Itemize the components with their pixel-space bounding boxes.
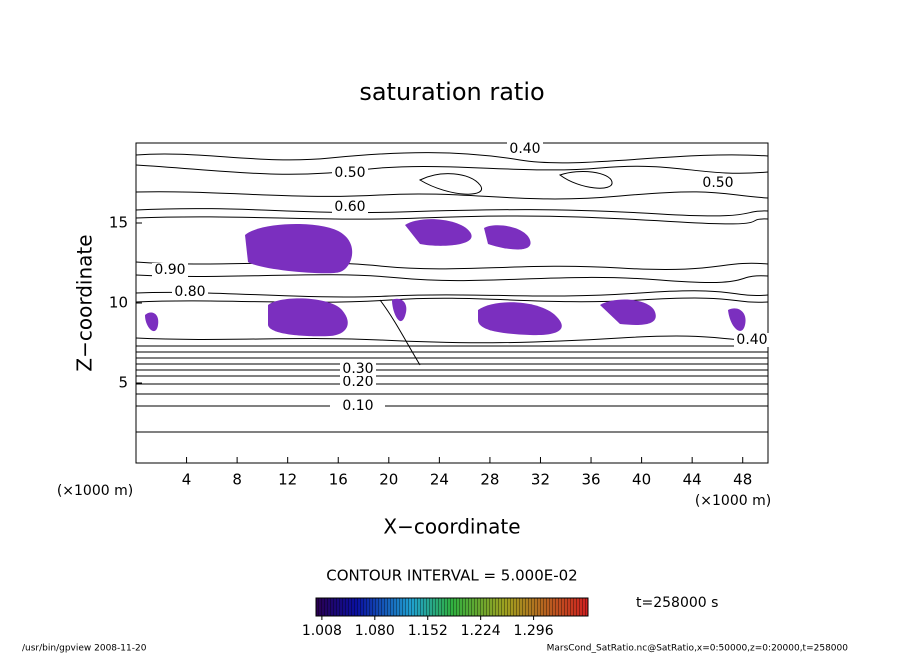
contour-field xyxy=(136,152,768,433)
contour-label-bg xyxy=(340,375,376,389)
contour-label: 0.30 xyxy=(342,361,373,377)
x-tick-label: 12 xyxy=(278,471,297,489)
chart-title: saturation ratio xyxy=(359,78,544,106)
shaded-region xyxy=(484,225,531,250)
contour-label-bg xyxy=(340,362,376,376)
x-tick-label: 8 xyxy=(232,471,242,489)
shaded-region xyxy=(405,219,472,246)
x-tick-label: 4 xyxy=(182,471,192,489)
x-tick-label: 32 xyxy=(531,471,550,489)
contour-label: 0.20 xyxy=(342,374,373,390)
y-tick-label: 5 xyxy=(118,374,128,392)
x-axis-label: X−coordinate xyxy=(383,515,520,539)
shaded-region xyxy=(728,308,746,331)
contour-label-bg xyxy=(332,200,368,214)
contour-label: 0.80 xyxy=(174,284,205,300)
contour-label: 0.50 xyxy=(702,175,733,191)
contour-label: 0.50 xyxy=(334,165,365,181)
colorbar-tick-label: 1.008 xyxy=(302,623,342,639)
y-tick-label: 10 xyxy=(109,294,128,312)
footer-left: /usr/bin/gpview 2008-11-20 xyxy=(22,644,147,654)
x-unit: (×1000 m) xyxy=(695,493,771,509)
y-unit: (×1000 m) xyxy=(57,483,133,499)
x-tick-label: 40 xyxy=(632,471,651,489)
contour-label-bg xyxy=(340,399,376,413)
shaded-region xyxy=(478,302,562,336)
contour-label: 0.60 xyxy=(334,199,365,215)
colorbar-tick-label: 1.296 xyxy=(514,623,554,639)
shaded-region xyxy=(392,298,407,322)
x-tick-label: 24 xyxy=(430,471,449,489)
contour-label: 0.40 xyxy=(509,141,540,157)
contour-label-bg xyxy=(734,333,770,347)
contour-label-bg xyxy=(700,176,736,190)
x-tick-label: 48 xyxy=(733,471,752,489)
shaded-region xyxy=(145,312,159,332)
time-label: t=258000 s xyxy=(636,595,718,611)
x-tick-label: 36 xyxy=(581,471,600,489)
x-tick-label: 44 xyxy=(683,471,702,489)
x-tick-label: 28 xyxy=(480,471,499,489)
contour-label: 0.90 xyxy=(154,262,185,278)
shaded-region xyxy=(245,224,353,274)
contour-label: 0.40 xyxy=(736,332,767,348)
shaded-region xyxy=(268,298,348,337)
contour-label-bg xyxy=(172,285,208,299)
contour-label-bg xyxy=(332,166,368,180)
shaded-region xyxy=(600,299,656,325)
x-tick-label: 16 xyxy=(329,471,348,489)
colorbar-tick-label: 1.080 xyxy=(355,623,395,639)
colorbar-tick-label: 1.224 xyxy=(461,623,501,639)
contour-label-bg xyxy=(507,142,543,156)
y-axis-label: Z−coordinate xyxy=(73,234,97,371)
x-tick-label: 20 xyxy=(379,471,398,489)
colorbar-tick-label: 1.152 xyxy=(408,623,448,639)
colorbar-stripes xyxy=(316,598,588,616)
plot-frame xyxy=(135,142,769,464)
contour-label: 0.10 xyxy=(342,398,373,414)
contour-interval: CONTOUR INTERVAL = 5.000E-02 xyxy=(326,567,577,585)
footer-right: MarsCond_SatRatio.nc@SatRatio,x=0:50000,… xyxy=(547,644,849,654)
contour-label-bg xyxy=(152,263,188,277)
y-tick-label: 15 xyxy=(109,214,128,232)
